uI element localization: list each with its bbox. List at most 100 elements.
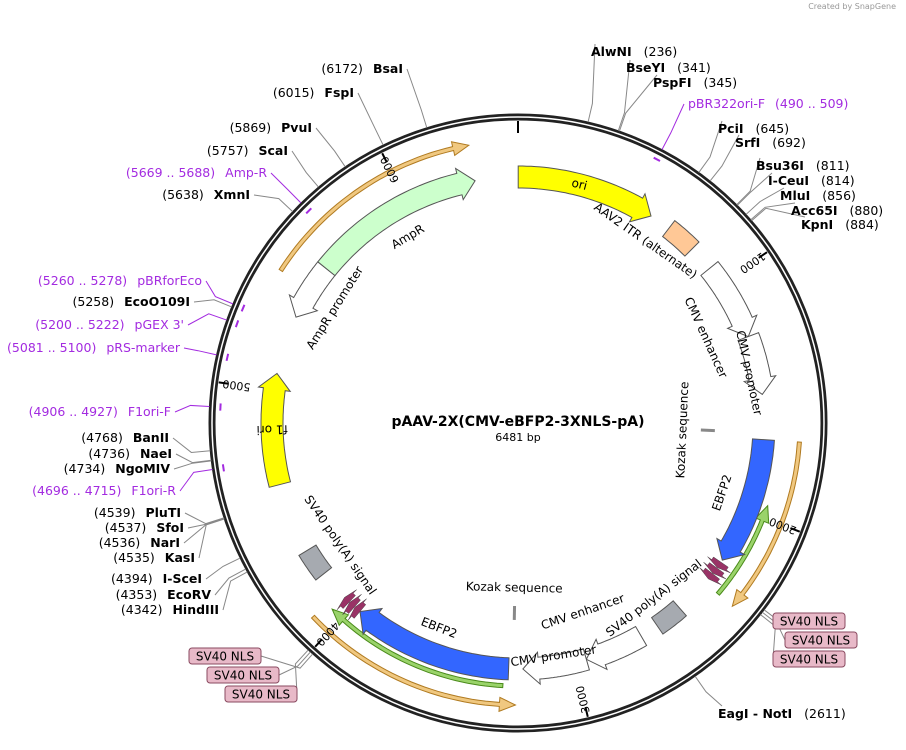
sv40-nls-label[interactable]: SV40 NLS bbox=[188, 647, 262, 665]
primer-mark bbox=[305, 207, 313, 215]
feature-f1-ori[interactable] bbox=[257, 372, 292, 488]
enzyme-site-xmni[interactable]: (5638) XmnI bbox=[162, 187, 250, 202]
enzyme-site-acc65i[interactable]: Acc65I (880) bbox=[791, 203, 883, 218]
primer-prs-marker[interactable]: (5081 .. 5100) pRS-marker bbox=[7, 340, 181, 355]
primer-pgex-3-[interactable]: (5200 .. 5222) pGEX 3' bbox=[35, 317, 184, 332]
sv40-nls-label[interactable]: SV40 NLS bbox=[772, 650, 846, 668]
enzyme-site-fspi[interactable]: (6015) FspI bbox=[273, 85, 354, 100]
enzyme-site-i-ceui[interactable]: I-CeuI (814) bbox=[768, 173, 855, 188]
feature-strip[interactable] bbox=[731, 441, 802, 608]
enzyme-connector bbox=[618, 74, 658, 132]
sv40-nls-label[interactable]: SV40 NLS bbox=[206, 666, 280, 684]
feature-aav2-itr-alternate-[interactable] bbox=[661, 219, 700, 257]
enzyme-label-part: BanII bbox=[133, 430, 169, 445]
sv40-nls-label[interactable]: SV40 NLS bbox=[772, 612, 846, 630]
primer-label-part: pRS-marker bbox=[106, 340, 181, 355]
enzyme-site-hindiii[interactable]: (4342) HindIII bbox=[121, 602, 219, 617]
enzyme-site-mlui[interactable]: MluI (856) bbox=[780, 188, 856, 203]
enzyme-site-scai[interactable]: (5757) ScaI bbox=[207, 143, 288, 158]
enzyme-label-part: Bsu36I bbox=[756, 158, 804, 173]
feature-label: SV40 poly(A) signal bbox=[301, 493, 379, 598]
feature-sv40-poly-a-signal[interactable] bbox=[298, 544, 333, 581]
enzyme-label-part: EcoO109I bbox=[124, 294, 190, 309]
feature-cmv-enhancer[interactable] bbox=[585, 625, 648, 671]
enzyme-site-kpni[interactable]: KpnI (884) bbox=[801, 217, 879, 232]
enzyme-site-i-scei[interactable]: (4394) I-SceI bbox=[111, 571, 202, 586]
enzyme-label-part: (4535) bbox=[113, 550, 155, 565]
feature-strip[interactable] bbox=[310, 614, 517, 713]
feature-cmv-promoter[interactable] bbox=[737, 332, 777, 396]
enzyme-connector bbox=[193, 299, 232, 308]
enzyme-site-eagi-noti[interactable]: EagI - NotI (2611) bbox=[718, 706, 846, 721]
enzyme-site-pluti[interactable]: (4539) PluTI bbox=[94, 505, 181, 520]
enzyme-site-pcii[interactable]: PciI (645) bbox=[718, 121, 789, 136]
sv40-nls-label[interactable]: SV40 NLS bbox=[224, 685, 298, 703]
enzyme-connector bbox=[698, 120, 723, 173]
enzyme-connector bbox=[709, 134, 740, 182]
enzyme-connector bbox=[173, 460, 212, 470]
enzyme-site-bsu36i[interactable]: Bsu36I (811) bbox=[756, 158, 850, 173]
feature-sv40-nls[interactable] bbox=[348, 598, 367, 621]
feature-cmv-promoter[interactable] bbox=[522, 648, 591, 686]
feature-strip[interactable] bbox=[331, 608, 504, 689]
enzyme-label-part: (4736) bbox=[88, 446, 130, 461]
primer-mark bbox=[225, 353, 230, 362]
enzyme-site-alwni[interactable]: AlwNI (236) bbox=[591, 44, 677, 59]
feature-cmv-enhancer[interactable] bbox=[700, 260, 758, 338]
enzyme-site-nari[interactable]: (4536) NarI bbox=[99, 535, 180, 550]
enzyme-site-kasi[interactable]: (4535) KasI bbox=[113, 550, 195, 565]
enzyme-label-part: (856) bbox=[822, 188, 856, 203]
primer-amp-r[interactable]: (5669 .. 5688) Amp-R bbox=[126, 165, 267, 180]
feature-ori[interactable] bbox=[517, 165, 652, 223]
plasmid-length: 6481 bp bbox=[495, 431, 540, 444]
enzyme-connector bbox=[214, 568, 246, 596]
sv40-nls-label[interactable]: SV40 NLS bbox=[784, 631, 858, 649]
enzyme-site-banii[interactable]: (4768) BanII bbox=[81, 430, 169, 445]
enzyme-site-ecorv[interactable]: (4353) EcoRV bbox=[116, 587, 212, 602]
enzyme-site-naei[interactable]: (4736) NaeI bbox=[88, 446, 172, 461]
label-text: SV40 NLS bbox=[780, 615, 838, 629]
enzyme-label-part: SfoI bbox=[156, 520, 184, 535]
feature-sv40-nls[interactable] bbox=[342, 594, 362, 616]
feature-sv40-poly-a-signal[interactable] bbox=[650, 600, 688, 635]
enzyme-connector bbox=[253, 194, 293, 212]
enzyme-site-pspfi[interactable]: PspFI (345) bbox=[653, 75, 737, 90]
enzyme-site-ngomiv[interactable]: (4734) NgoMIV bbox=[64, 461, 171, 476]
enzyme-label-part: (4536) bbox=[99, 535, 141, 550]
enzyme-site-ecoo109i[interactable]: (5258) EcoO109I bbox=[73, 294, 190, 309]
feature-kozak-sequence[interactable] bbox=[700, 428, 715, 433]
enzyme-site-srfi[interactable]: SrfI (692) bbox=[735, 135, 806, 150]
enzyme-connector bbox=[175, 453, 212, 464]
enzyme-label-part: (6015) bbox=[273, 85, 315, 100]
enzyme-site-bseyi[interactable]: BseYI (341) bbox=[626, 60, 711, 75]
label-text: SV40 NLS bbox=[792, 634, 850, 648]
feature-strip[interactable] bbox=[715, 504, 770, 596]
enzyme-label-part: KpnI bbox=[801, 217, 833, 232]
enzyme-label-part: SrfI bbox=[735, 135, 760, 150]
feature-ebfp2[interactable] bbox=[716, 438, 775, 561]
feature-ampr[interactable] bbox=[317, 167, 476, 277]
label-box bbox=[224, 685, 298, 703]
enzyme-connector bbox=[172, 437, 211, 453]
feature-sv40-nls[interactable] bbox=[699, 567, 722, 586]
feature-ebfp2[interactable] bbox=[359, 607, 510, 681]
feature-sv40-nls[interactable] bbox=[336, 589, 357, 610]
enzyme-site-sfoi[interactable]: (4537) SfoI bbox=[105, 520, 184, 535]
primer-label-part: (490 .. 509) bbox=[775, 96, 848, 111]
enzyme-site-pvui[interactable]: (5869) PvuI bbox=[230, 120, 312, 135]
primer-pbrforeco[interactable]: (5260 .. 5278) pBRforEco bbox=[38, 273, 202, 288]
tick-mark bbox=[314, 638, 323, 648]
snapgene-credit: Created by SnapGene bbox=[808, 2, 896, 11]
feature-sv40-nls[interactable] bbox=[703, 562, 727, 580]
primer-f1ori-f[interactable]: (4906 .. 4927) F1ori-F bbox=[29, 404, 171, 419]
primer-f1ori-r[interactable]: (4696 .. 4715) F1ori-R bbox=[32, 483, 176, 498]
primer-pbr322ori-f[interactable]: pBR322ori-F (490 .. 509) bbox=[688, 96, 848, 111]
nls-connector bbox=[260, 653, 314, 669]
nls-connector bbox=[278, 651, 311, 676]
feature-strip[interactable] bbox=[278, 141, 471, 273]
enzyme-site-bsai[interactable]: (6172) BsaI bbox=[321, 61, 403, 76]
enzyme-label-part: (692) bbox=[772, 135, 806, 150]
feature-sv40-nls[interactable] bbox=[707, 556, 731, 574]
label-text: SV40 NLS bbox=[232, 688, 290, 702]
feature-label: EBFP2 bbox=[419, 615, 459, 642]
